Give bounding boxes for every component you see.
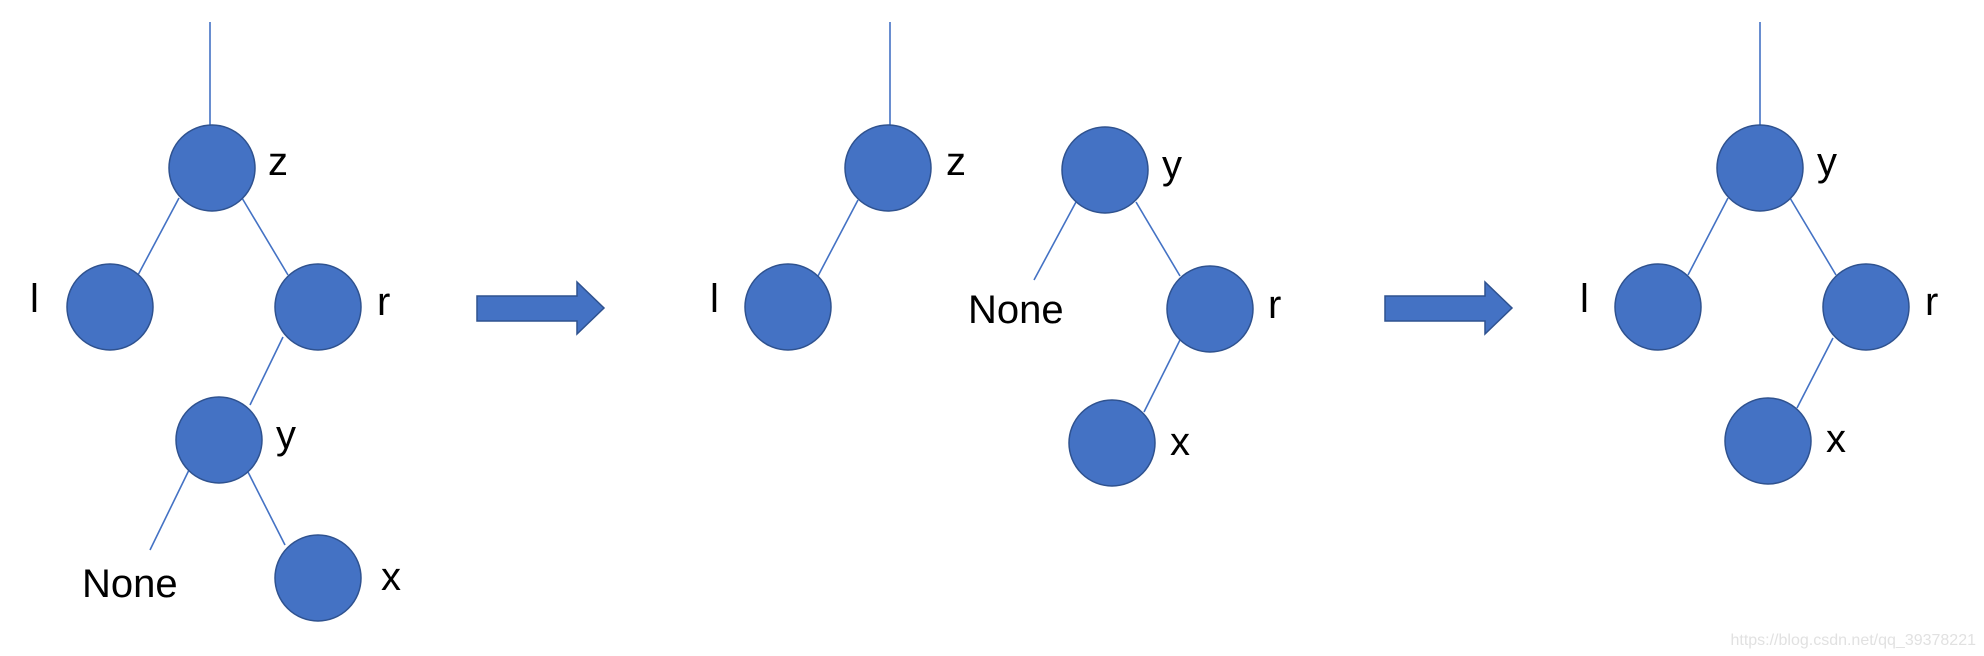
panel2-node-r xyxy=(1166,265,1254,353)
panel1-edge-z-l xyxy=(137,197,180,276)
panel3-node-r xyxy=(1822,263,1910,351)
panel2-node-l xyxy=(744,263,832,351)
panel3-node-y xyxy=(1716,124,1804,212)
panel1-node-y xyxy=(175,396,263,484)
panel1-edge-y-x xyxy=(247,471,286,546)
transform-arrow-2 xyxy=(1384,280,1514,336)
panel2-label-y: y xyxy=(1162,143,1182,187)
panel3-node-l xyxy=(1614,263,1702,351)
panel2-label-none: None xyxy=(968,288,1064,332)
panel2-label-r: r xyxy=(1268,283,1281,327)
panel1-label-z: z xyxy=(268,140,288,184)
panel2-label-z: z xyxy=(946,140,966,184)
panel-1-original-tree: z l r y x None xyxy=(30,22,401,622)
panel2-edge-y-none xyxy=(1033,201,1077,281)
panel2-node-z xyxy=(844,124,932,212)
panel2-node-y xyxy=(1061,126,1149,214)
panel3-label-y: y xyxy=(1817,140,1837,184)
panel2-edge-z-l xyxy=(817,199,859,277)
panel1-node-r xyxy=(274,263,362,351)
panel3-label-r: r xyxy=(1925,280,1938,324)
panel2-node-x xyxy=(1068,399,1156,487)
panel1-label-x: x xyxy=(381,555,401,599)
panel1-edge-r-y xyxy=(249,336,284,406)
panel3-node-x xyxy=(1724,397,1812,485)
panel3-edge-r-x xyxy=(1796,337,1834,409)
panel1-edge-y-none xyxy=(149,469,190,551)
panel1-node-x xyxy=(274,534,362,622)
panel1-label-y: y xyxy=(276,413,296,457)
panel2-label-l: l xyxy=(710,277,719,321)
panel2-label-x: x xyxy=(1170,420,1190,464)
panel-2-intermediate-trees: z l y r x None xyxy=(710,22,1281,487)
watermark-text: https://blog.csdn.net/qq_39378221 xyxy=(1730,632,1976,649)
panel3-edge-y-r xyxy=(1789,197,1837,276)
panel3-label-x: x xyxy=(1826,417,1846,461)
panel3-edge-y-l xyxy=(1687,197,1729,276)
panel3-label-l: l xyxy=(1580,277,1589,321)
panel1-node-l xyxy=(66,263,154,351)
panel1-edge-z-r xyxy=(241,197,289,276)
panel1-label-r: r xyxy=(377,280,390,324)
panel2-edge-r-x xyxy=(1143,339,1181,413)
panel-3-result-tree: y l r x xyxy=(1580,22,1938,485)
panel1-node-z xyxy=(168,124,256,212)
transform-arrow-1 xyxy=(476,280,606,336)
panel1-label-none: None xyxy=(82,562,178,606)
panel2-edge-y-r xyxy=(1135,201,1181,277)
panel1-label-l: l xyxy=(30,277,39,321)
